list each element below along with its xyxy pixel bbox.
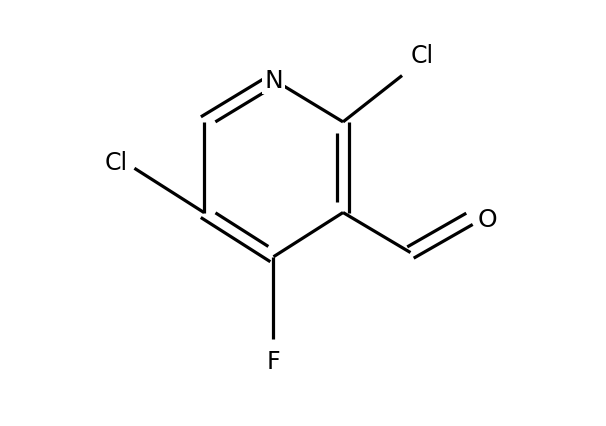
Text: Cl: Cl [410, 44, 434, 68]
Text: F: F [267, 350, 281, 374]
Text: Cl: Cl [105, 150, 128, 175]
Text: N: N [264, 69, 283, 92]
Text: O: O [478, 207, 498, 231]
